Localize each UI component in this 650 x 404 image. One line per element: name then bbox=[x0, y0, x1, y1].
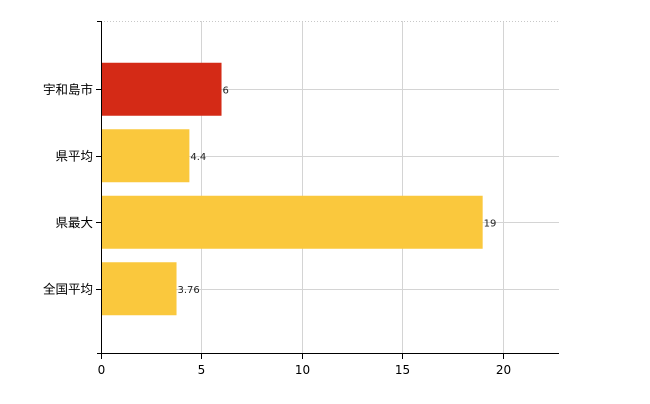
bar-4 bbox=[101, 262, 177, 316]
bar-1 bbox=[101, 62, 222, 116]
axis-layer bbox=[96, 21, 559, 359]
data-label-3: 19 bbox=[484, 218, 497, 229]
y-tick-label-2: 県平均 bbox=[55, 148, 93, 163]
x-tick-label-4: 15 bbox=[395, 363, 410, 377]
grid-layer bbox=[101, 21, 559, 354]
x-tick-label-2: 5 bbox=[198, 363, 206, 377]
bar-2 bbox=[101, 129, 190, 183]
y-tick-label-1: 宇和島市 bbox=[43, 82, 93, 97]
data-label-2: 4.4 bbox=[190, 152, 206, 163]
bar-layer bbox=[101, 62, 483, 316]
bar-3 bbox=[101, 195, 483, 249]
y-tick-label-4: 全国平均 bbox=[43, 281, 93, 296]
data-label-4: 3.76 bbox=[178, 285, 200, 296]
x-tick-label-3: 10 bbox=[295, 363, 310, 377]
data-label-1: 6 bbox=[223, 85, 229, 96]
y-tick-label-3: 県最大 bbox=[55, 215, 93, 230]
x-tick-label-1: 0 bbox=[98, 363, 106, 377]
x-tick-label-5: 20 bbox=[496, 363, 511, 377]
